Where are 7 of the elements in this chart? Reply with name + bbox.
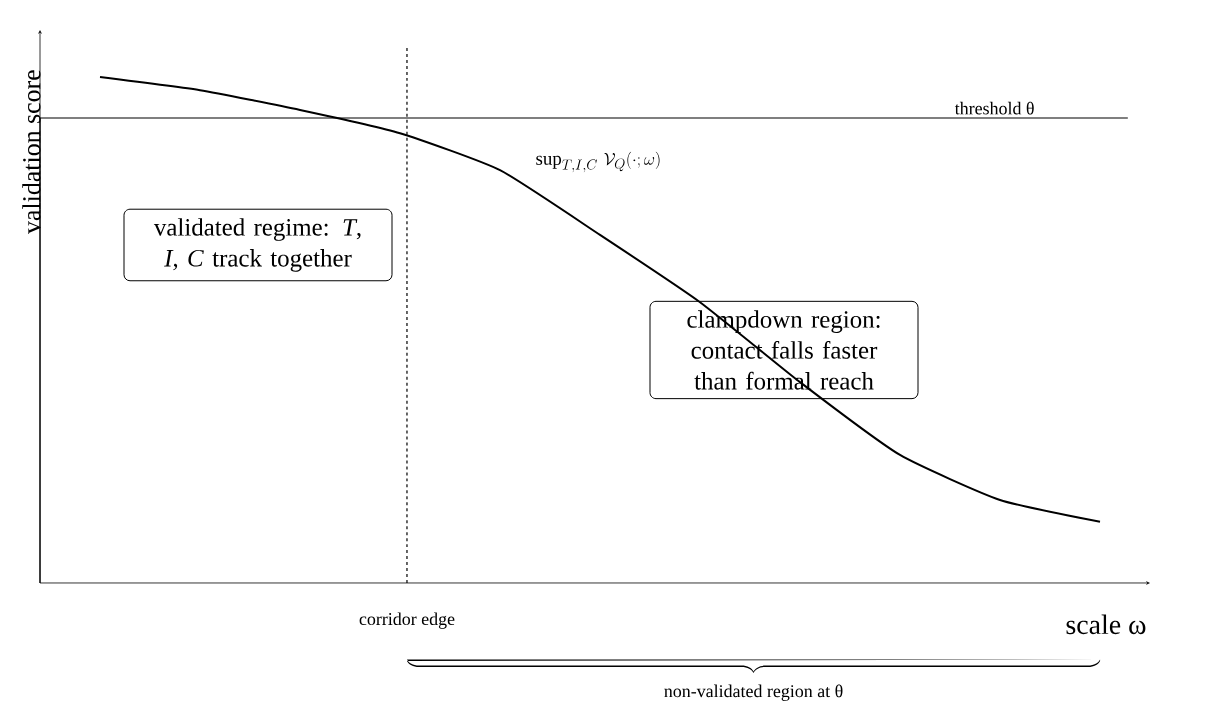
text: validated regime: T, I, C track together [153,218,361,272]
x-axis-title: scale ω [1066,614,1146,635]
annotation: $\sup_{T,I,C}\,\mathcal{V}_{Q}(\cdot;\omega)$ [536,151,660,173]
text: corridor edge [359,612,455,629]
ref-line-label: threshold θ [954,101,1034,115]
y-axis-title: validation score [22,70,41,234]
text: non-validated region at θ [664,684,843,701]
